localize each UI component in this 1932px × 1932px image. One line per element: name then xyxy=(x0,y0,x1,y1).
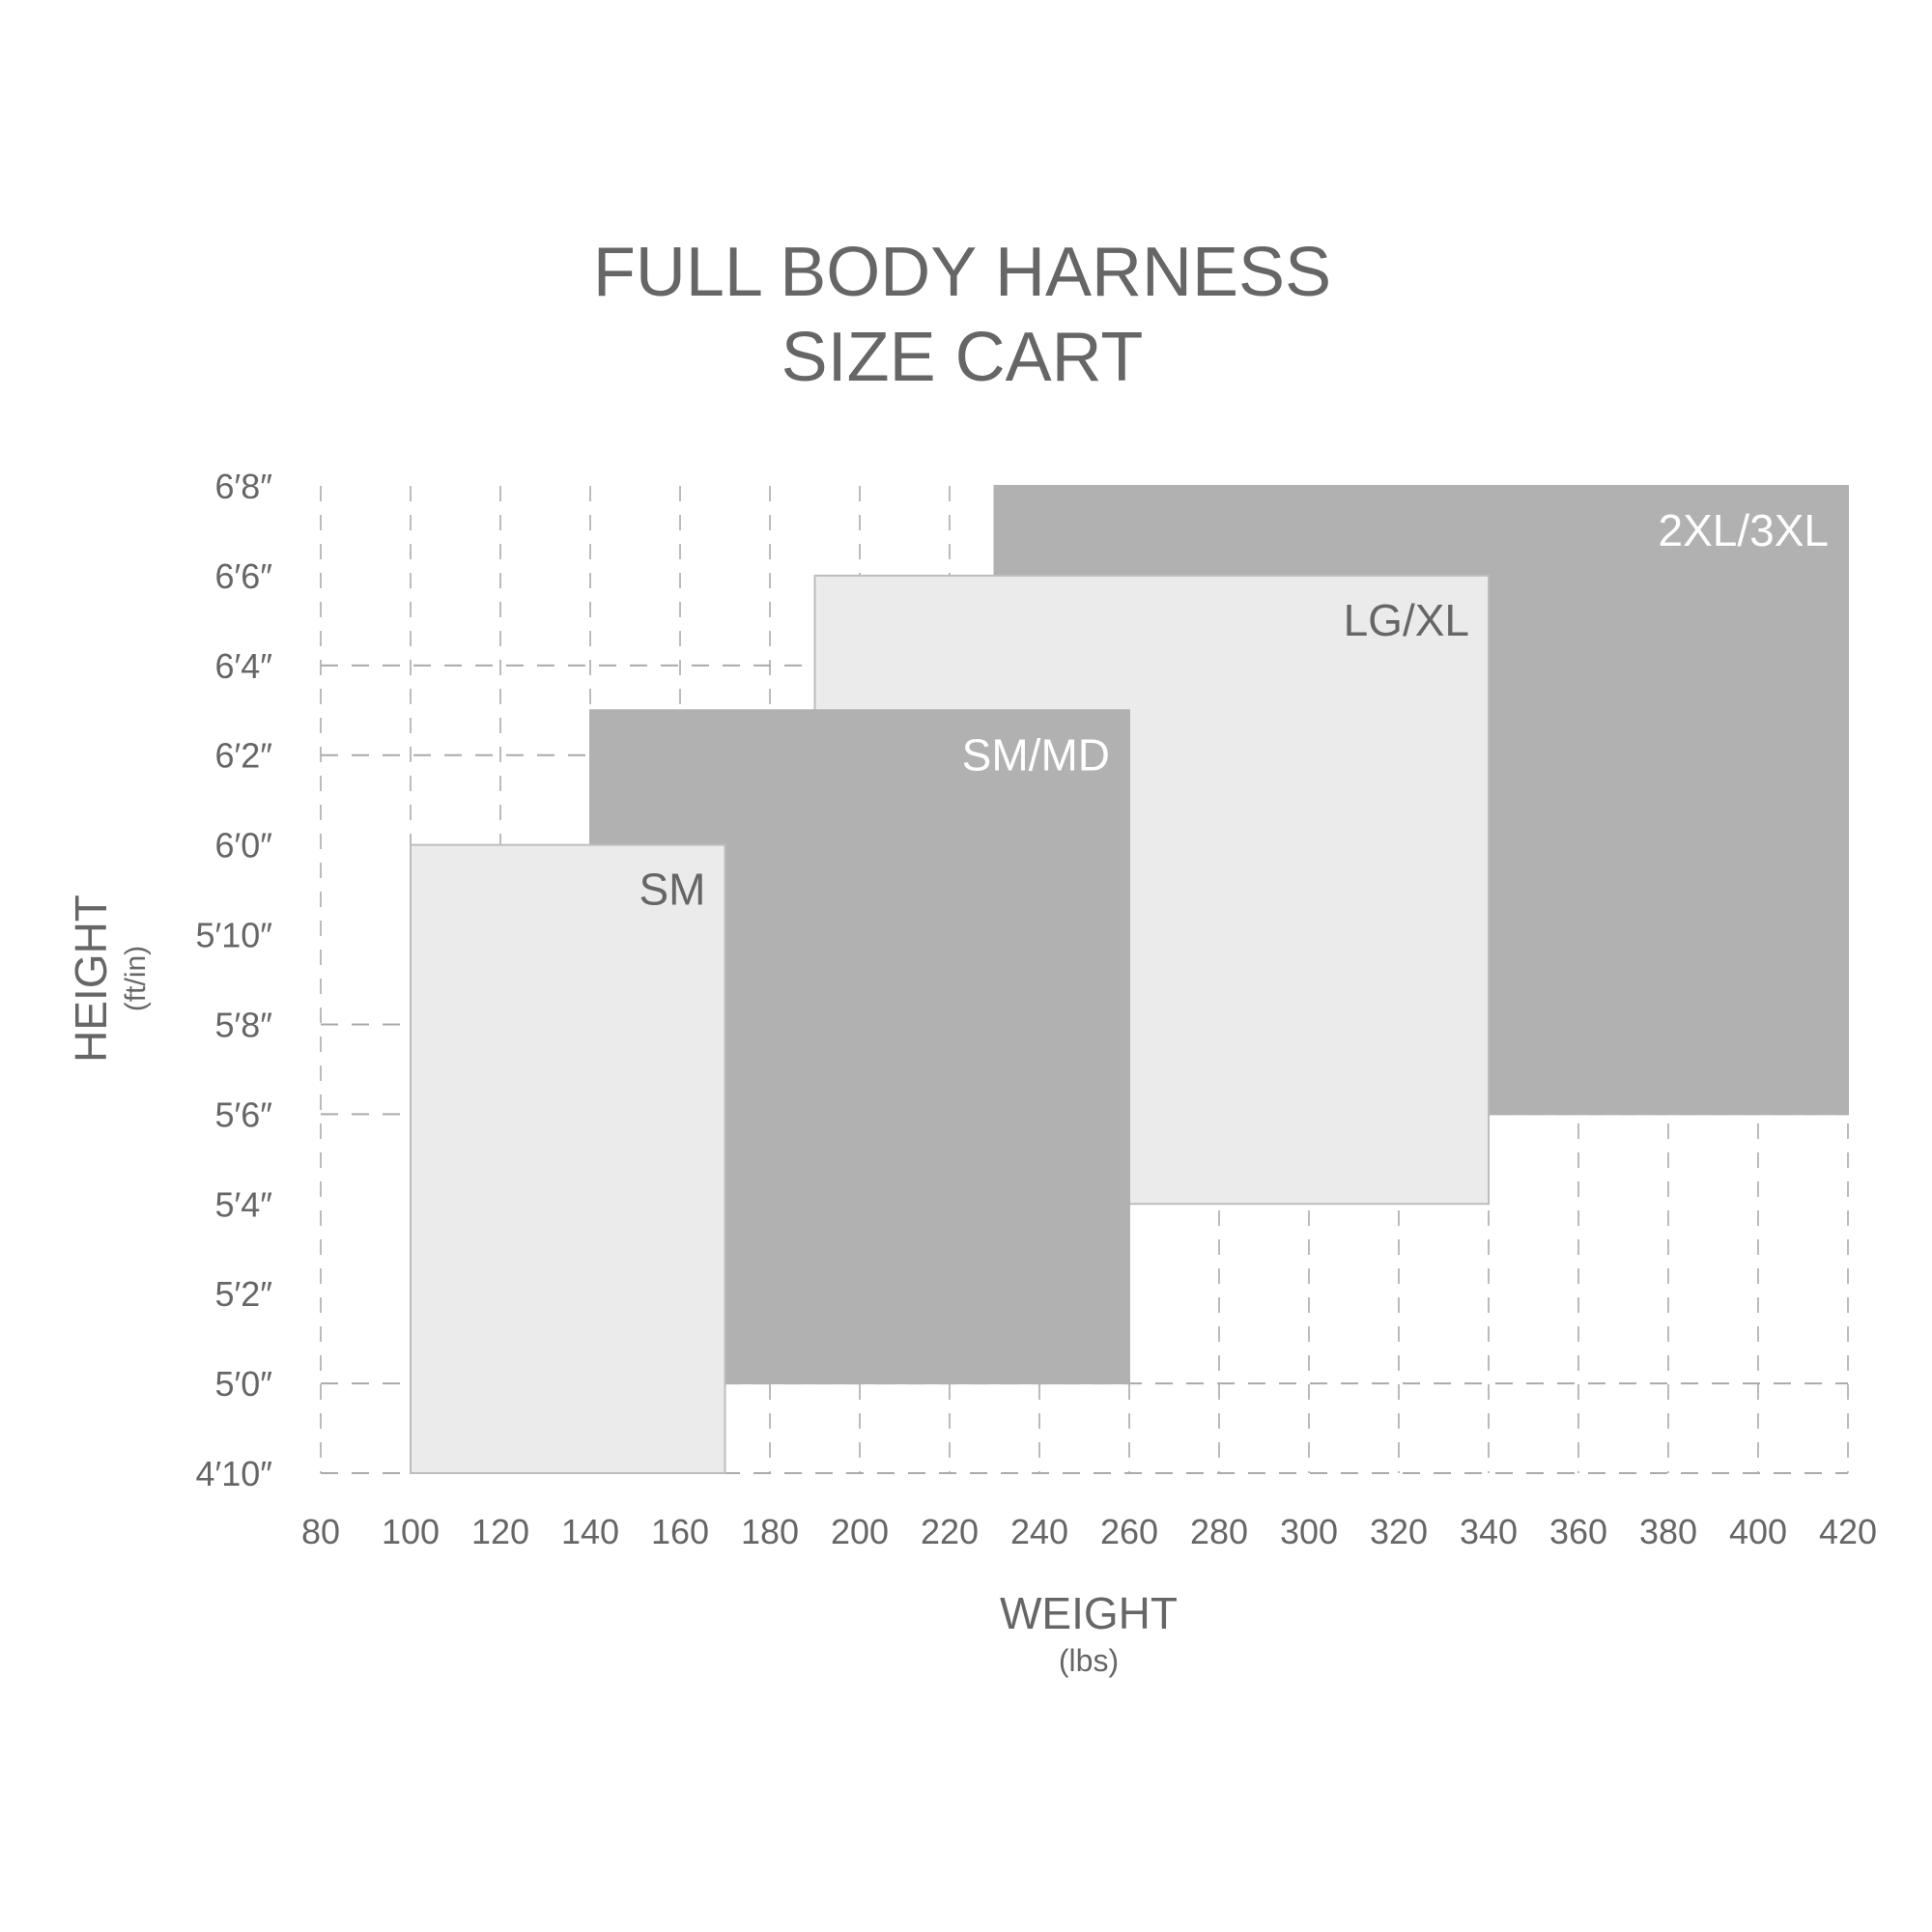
y-tick-label: 6′8″ xyxy=(214,467,272,506)
x-tick-label: 340 xyxy=(1460,1512,1518,1551)
x-tick-label: 140 xyxy=(561,1512,619,1551)
x-tick-label: 180 xyxy=(741,1512,799,1551)
x-tick-labels: 80 100 120 140 160 180 200 220 240 260 280 300 320 34… xyxy=(301,1512,1877,1551)
x-tick-label: 280 xyxy=(1190,1512,1248,1551)
x-tick-label: 420 xyxy=(1819,1512,1877,1551)
size-region-label: SM/MD xyxy=(962,729,1110,780)
y-tick-label: 6′4″ xyxy=(214,646,272,686)
y-axis-unit: (ft/in) xyxy=(120,946,152,1011)
x-tick-label: 220 xyxy=(921,1512,979,1551)
x-tick-label: 360 xyxy=(1549,1512,1607,1551)
x-tick-label: 320 xyxy=(1370,1512,1428,1551)
x-tick-label: 80 xyxy=(301,1512,340,1551)
x-tick-label: 300 xyxy=(1280,1512,1338,1551)
y-tick-label: 4′10″ xyxy=(195,1454,272,1493)
x-tick-label: 380 xyxy=(1639,1512,1697,1551)
y-tick-label: 5′4″ xyxy=(214,1184,272,1224)
size-regions: 2XL/3XL LG/XL SM/MD SM xyxy=(410,485,1849,1474)
y-tick-label: 5′6″ xyxy=(214,1094,272,1134)
y-tick-labels: 6′8″ 6′6″ 6′4″ 6′2″ 6′0″ 5′10″ 5′8″ 5′6″ 5′4″ 5′2… xyxy=(195,467,272,1493)
x-axis-label: WEIGHT xyxy=(1000,1588,1178,1638)
x-tick-label: 120 xyxy=(471,1512,529,1551)
x-tick-label: 160 xyxy=(651,1512,709,1551)
x-tick-label: 260 xyxy=(1100,1512,1158,1551)
y-tick-label: 5′0″ xyxy=(214,1364,272,1404)
y-tick-label: 6′6″ xyxy=(214,556,272,596)
x-tick-label: 240 xyxy=(1010,1512,1068,1551)
x-tick-label: 100 xyxy=(382,1512,440,1551)
y-tick-label: 6′0″ xyxy=(214,826,272,866)
size-region-label: SM xyxy=(639,865,706,915)
x-tick-label: 200 xyxy=(831,1512,889,1551)
y-tick-label: 5′2″ xyxy=(214,1274,272,1314)
y-axis-label: HEIGHT xyxy=(66,895,116,1063)
x-tick-label: 400 xyxy=(1729,1512,1787,1551)
size-region-label: 2XL/3XL xyxy=(1659,505,1829,555)
chart-title-line-2: SIZE CART xyxy=(781,319,1144,396)
size-region-rect xyxy=(410,843,726,1474)
size-region-label: LG/XL xyxy=(1344,595,1469,645)
y-tick-label: 6′2″ xyxy=(214,736,272,776)
y-tick-label: 5′8″ xyxy=(214,1005,272,1044)
y-tick-label: 5′10″ xyxy=(195,916,272,955)
x-axis-unit: (lbs) xyxy=(1059,1643,1119,1678)
chart-title-line-1: FULL BODY HARNESS xyxy=(593,234,1331,311)
